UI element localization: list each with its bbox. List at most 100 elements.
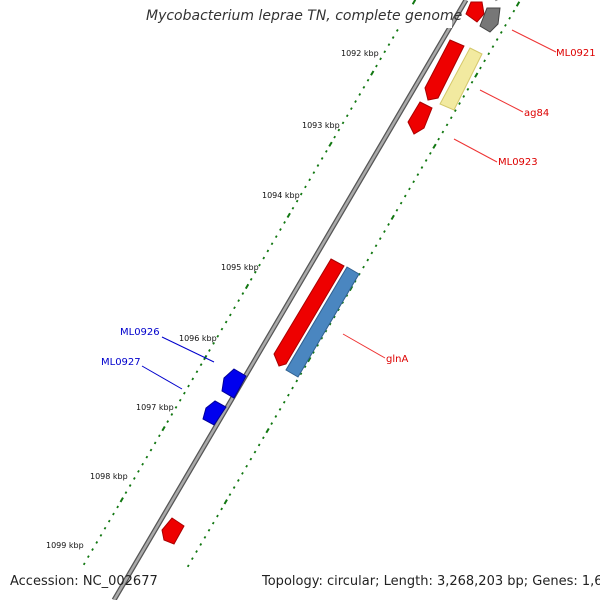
minor-tick [341, 121, 345, 125]
gene-label-ag84[interactable]: ag84 [524, 108, 549, 119]
minor-tick [258, 263, 261, 267]
minor-tick [282, 400, 286, 404]
minor-tick [253, 450, 257, 454]
minor-tick [375, 64, 378, 68]
major-tick [370, 70, 375, 76]
minor-tick [445, 123, 449, 127]
gene-feature-top-red[interactable] [465, 1, 485, 23]
minor-tick [187, 384, 190, 388]
gene-feature-bottom-red[interactable] [161, 517, 185, 545]
minor-tick [241, 292, 245, 295]
minor-tick [325, 149, 328, 153]
minor-tick [337, 308, 340, 312]
minor-tick [237, 479, 240, 482]
minor-tick [278, 407, 282, 411]
minor-tick [499, 31, 503, 34]
minor-tick [270, 422, 274, 425]
minor-tick [383, 230, 386, 233]
minor-tick [354, 100, 357, 103]
gene-feature-ag84[interactable] [439, 47, 483, 111]
minor-tick [470, 80, 474, 84]
minor-tick [395, 208, 399, 212]
minor-tick [191, 557, 194, 561]
gene-label-ML0926[interactable]: ML0926 [120, 327, 160, 338]
minor-tick [291, 206, 295, 210]
major-tick [307, 356, 312, 363]
gene-label-ML0921[interactable]: ML0921 [556, 48, 596, 59]
kbp-label: 1094 kbp [262, 191, 300, 200]
gene-feature-red-upper[interactable] [424, 39, 465, 101]
minor-tick [103, 526, 107, 530]
outer-tick-row [82, 0, 417, 566]
minor-tick [170, 413, 174, 416]
minor-tick [195, 550, 198, 553]
minor-tick [116, 505, 119, 509]
kbp-label: 1097 kbp [136, 403, 174, 412]
minor-tick [441, 130, 445, 134]
minor-tick [378, 237, 382, 241]
minor-tick [362, 265, 365, 269]
major-tick [244, 283, 250, 290]
minor-tick [350, 107, 353, 111]
minor-tick [328, 322, 332, 326]
minor-tick [437, 137, 440, 141]
minor-tick [166, 420, 170, 423]
minor-tick [232, 486, 236, 489]
minor-tick [112, 512, 115, 516]
minor-tick [91, 548, 94, 551]
minor-tick [224, 320, 228, 324]
minor-tick [128, 484, 132, 487]
leader-line-glnA [342, 333, 386, 359]
gene-label-ML0927[interactable]: ML0927 [101, 357, 141, 368]
minor-tick [199, 363, 203, 367]
major-tick [223, 499, 228, 505]
minor-tick [212, 341, 215, 345]
minor-tick [387, 223, 390, 226]
kbp-label: 1096 kbp [179, 334, 217, 343]
minor-tick [379, 57, 382, 61]
minor-tick [228, 493, 232, 497]
minor-tick [137, 469, 140, 473]
minor-tick [449, 116, 453, 120]
minor-tick [199, 543, 203, 546]
gene-feature-ML0923[interactable] [407, 101, 433, 135]
minor-tick [403, 194, 407, 198]
major-tick [348, 285, 354, 292]
major-tick [474, 72, 479, 78]
minor-tick [149, 448, 153, 452]
leader-line-ML0926 [161, 336, 215, 363]
minor-tick [291, 386, 294, 390]
minor-tick [312, 351, 315, 354]
gene-feature-ML0921[interactable] [479, 7, 501, 33]
minor-tick [186, 564, 190, 568]
minor-tick [479, 66, 482, 70]
minor-tick [412, 180, 415, 184]
minor-tick [299, 192, 303, 196]
minor-tick [387, 43, 391, 47]
minor-tick [279, 228, 282, 231]
minor-tick [95, 541, 99, 544]
minor-tick [241, 471, 244, 475]
minor-tick [254, 270, 257, 274]
gene-label-glnA[interactable]: glnA [386, 354, 408, 365]
minor-tick [345, 114, 349, 118]
minor-tick [495, 38, 499, 41]
leader-line-ML0927 [141, 365, 183, 390]
gene-feature-red-mid[interactable] [273, 258, 345, 367]
minor-tick [512, 9, 516, 13]
gene-feature-ML0927[interactable] [202, 400, 227, 426]
minor-tick [420, 166, 424, 169]
gene-feature-ML0926[interactable] [221, 368, 247, 399]
minor-tick [191, 377, 195, 381]
gene-label-ML0923[interactable]: ML0923 [498, 157, 538, 168]
inner-tick-row [186, 1, 521, 568]
minor-tick [124, 491, 128, 495]
minor-tick [429, 151, 432, 155]
major-tick [411, 0, 417, 5]
minor-tick [99, 533, 103, 537]
gene-feature-glnA[interactable] [285, 266, 360, 378]
minor-tick [454, 109, 457, 113]
minor-tick [145, 455, 149, 459]
kbp-label: 1093 kbp [302, 121, 340, 130]
